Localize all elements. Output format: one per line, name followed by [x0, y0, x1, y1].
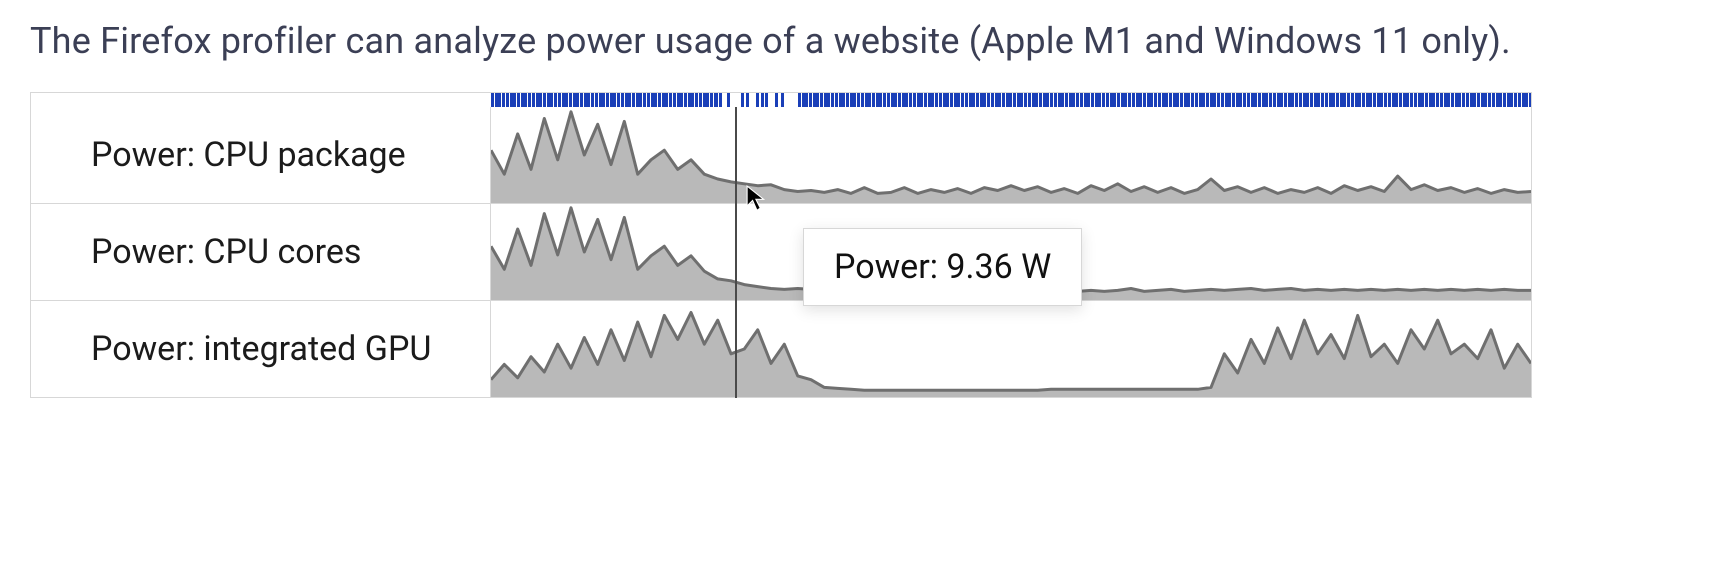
track-label-cpu-package: Power: CPU package	[31, 107, 491, 203]
power-tooltip: Power: 9.36 W	[803, 228, 1082, 306]
profiler-panel: Power: CPU packagePower: CPU coresPower:…	[30, 92, 1532, 398]
track-label-integrated-gpu: Power: integrated GPU	[31, 301, 491, 397]
timeline-ruler[interactable]	[31, 93, 1531, 107]
track-chart-integrated-gpu[interactable]	[491, 301, 1531, 397]
track-cpu-cores[interactable]: Power: CPU cores	[31, 203, 1531, 300]
track-label-cpu-cores: Power: CPU cores	[31, 204, 491, 300]
track-chart-cpu-package[interactable]	[491, 107, 1531, 203]
track-cpu-package[interactable]: Power: CPU package	[31, 107, 1531, 203]
caption-text: The Firefox profiler can analyze power u…	[30, 20, 1686, 62]
track-integrated-gpu[interactable]: Power: integrated GPU	[31, 300, 1531, 397]
